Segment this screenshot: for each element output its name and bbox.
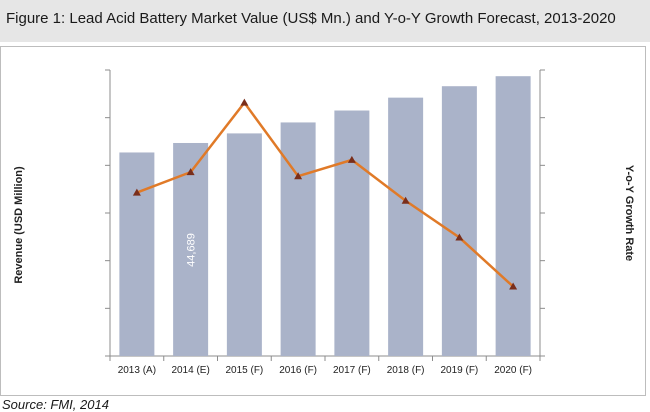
growth-point bbox=[132, 188, 141, 196]
growth-point bbox=[240, 98, 249, 106]
x-tick-label: 2013 (A) bbox=[118, 365, 156, 376]
growth-line-series bbox=[132, 98, 518, 290]
y2-axis-title: Y-o-Y Growth Rate bbox=[623, 165, 635, 261]
growth-point bbox=[509, 282, 518, 290]
chart-labels: 2013 (A) 2014 (E) 2015 (F) 2016 (F) 2017 (F)… bbox=[118, 233, 532, 376]
figure-title: Figure 1: Lead Acid Battery Market Value… bbox=[0, 0, 650, 42]
growth-point bbox=[455, 233, 464, 241]
bar-data-label: 44,689 bbox=[186, 233, 198, 267]
bar bbox=[119, 152, 155, 356]
growth-line bbox=[136, 100, 514, 288]
bar bbox=[441, 86, 477, 356]
bar bbox=[495, 76, 531, 357]
chart-panel bbox=[0, 46, 646, 396]
bar-series bbox=[119, 76, 531, 357]
growth-point bbox=[401, 196, 410, 204]
growth-point bbox=[347, 155, 356, 163]
x-tick-label: 2017 (F) bbox=[333, 365, 371, 376]
x-tick-label: 2019 (F) bbox=[440, 365, 478, 376]
growth-point bbox=[294, 172, 303, 180]
source-note: Source: FMI, 2014 bbox=[2, 397, 109, 412]
y-axis-title: Revenue (USD Million) bbox=[13, 166, 25, 284]
bar bbox=[173, 142, 209, 356]
x-tick-label: 2016 (F) bbox=[279, 365, 317, 376]
x-tick-label: 2014 (E) bbox=[171, 365, 209, 376]
x-tick-label: 2018 (F) bbox=[387, 365, 425, 376]
chart-axes bbox=[105, 69, 545, 361]
x-tick-label: 2020 (F) bbox=[494, 365, 532, 376]
bar bbox=[388, 97, 424, 356]
x-tick-label: 2015 (F) bbox=[225, 365, 263, 376]
bar bbox=[334, 110, 370, 357]
bar bbox=[226, 133, 262, 356]
growth-point bbox=[186, 168, 195, 176]
